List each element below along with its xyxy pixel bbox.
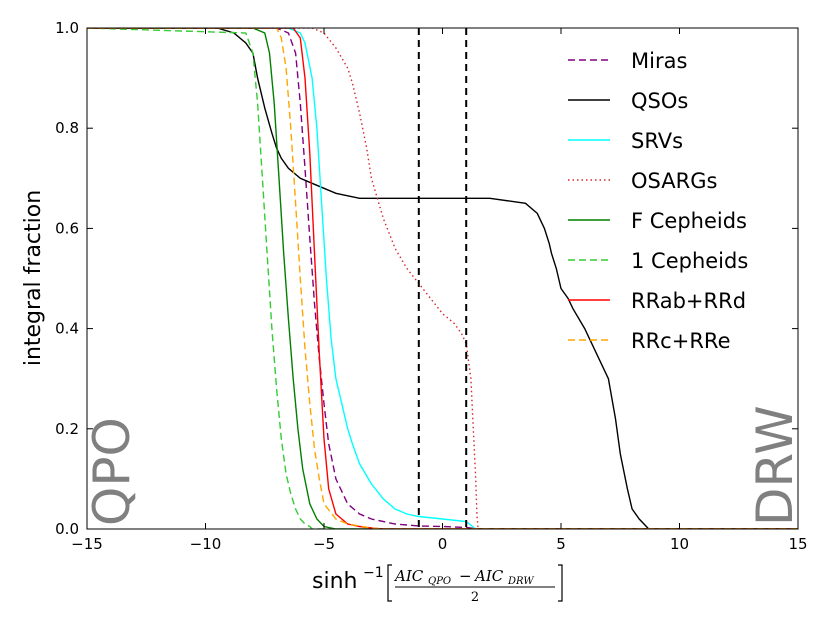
legend-label-rrab-rrd: RRab+RRd [631, 289, 746, 313]
legend: Miras QSOs SRVs OSARGs F Cepheids 1 Cepheids R… [568, 49, 748, 353]
legend-label-miras: Miras [631, 49, 687, 73]
x-axis-title-sinh: sinh [312, 569, 357, 594]
x-axis-title-numerator-op: − [459, 567, 472, 585]
series-miras [87, 28, 798, 529]
x-axis-title-numerator-right: AIC [473, 567, 504, 585]
plot-frame [86, 27, 799, 530]
legend-label-srvs: SRVs [631, 129, 683, 153]
x-tick-label: 10 [670, 535, 689, 553]
reference-lines [417, 28, 468, 529]
legend-label-f-cepheids: F Cepheids [631, 209, 747, 233]
y-axis-title: integral fraction [21, 190, 46, 366]
series-srvs [87, 28, 798, 529]
axis-ticks: −15 −10 −5 0 5 10 15 0.0 0.2 0.4 0.6 0.8 1.0 [55, 19, 807, 553]
legend-label-1-cepheids: 1 Cepheids [631, 249, 748, 273]
y-tick-label: 1.0 [55, 19, 79, 37]
x-axis-title: sinh −1 AIC QPO − AIC DRW 2 [312, 564, 563, 605]
x-axis-title-numerator-left: AIC [393, 567, 424, 585]
series-rrc-rre [87, 28, 798, 529]
x-tick-label: 15 [788, 535, 807, 553]
legend-label-qsos: QSOs [631, 89, 688, 113]
x-tick-label: −10 [190, 535, 222, 553]
y-tick-label: 0.2 [55, 420, 79, 438]
legend-label-osargs: OSARGs [631, 169, 717, 193]
x-tick-label: −5 [313, 535, 335, 553]
x-tick-label: −15 [71, 535, 103, 553]
drw-corner-label: DRW [746, 405, 804, 526]
series-rrab-rrd [87, 28, 798, 529]
qpo-corner-label: QPO [83, 417, 141, 526]
x-axis-title-superscript: −1 [363, 565, 384, 581]
x-axis-title-numerator-left-sub: QPO [428, 576, 451, 587]
series-layer [87, 28, 798, 529]
y-tick-label: 0.0 [55, 520, 79, 538]
series-osargs [87, 28, 798, 529]
x-tick-label: 0 [438, 535, 448, 553]
y-tick-label: 0.4 [55, 320, 79, 338]
x-tick-label: 5 [556, 535, 566, 553]
x-axis-title-numerator-right-sub: DRW [507, 576, 534, 587]
y-tick-label: 0.8 [55, 119, 79, 137]
x-axis-title-denominator: 2 [471, 590, 479, 605]
x-axis-title-bracket-right [558, 564, 563, 602]
x-axis-title-bracket-left [387, 564, 392, 602]
y-tick-label: 0.6 [55, 219, 79, 237]
series-f-cepheids [87, 28, 798, 529]
legend-label-rrc-rre: RRc+RRe [631, 329, 730, 353]
series-1-cepheids [87, 28, 798, 529]
series-qsos [87, 28, 798, 529]
